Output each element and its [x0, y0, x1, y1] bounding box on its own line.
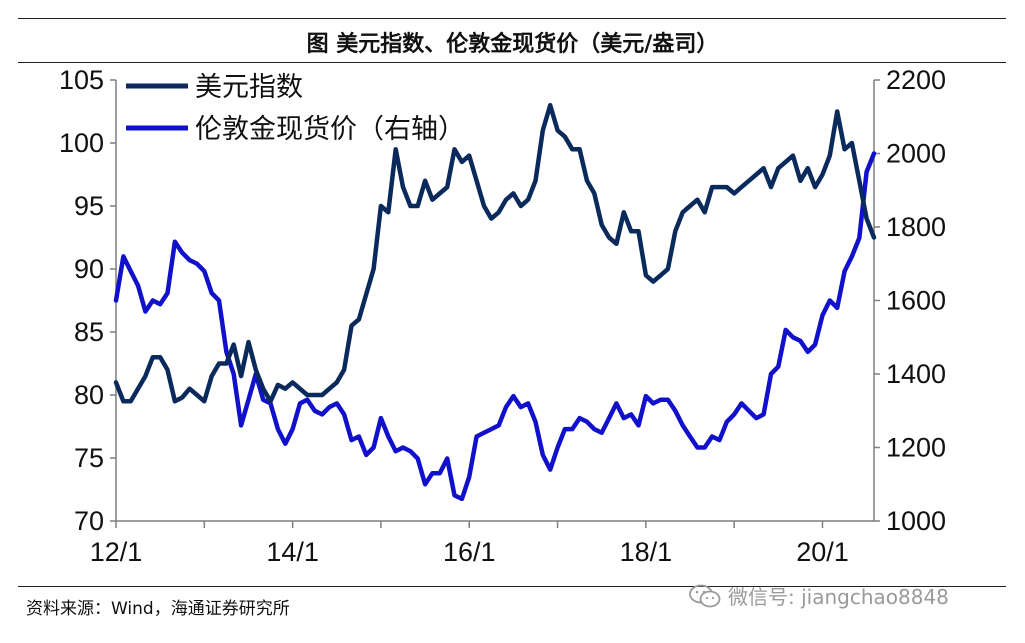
series-line-gold — [113, 151, 877, 502]
bottom-rule — [18, 586, 1006, 587]
y-left-tick-label: 85 — [74, 317, 104, 347]
x-tick-label: 14/1 — [266, 537, 319, 567]
y-left-tick-label: 70 — [74, 506, 104, 536]
y-left-tick-label: 100 — [59, 128, 104, 158]
x-tick-label: 16/1 — [443, 537, 496, 567]
series-line-dxy — [113, 102, 877, 404]
y-right-tick-label: 1200 — [886, 433, 946, 463]
legend-label-gold: 伦敦金现货价（右轴） — [195, 114, 465, 145]
x-tick-label: 18/1 — [620, 537, 673, 567]
x-tick-label: 20/1 — [796, 537, 849, 567]
top-rule — [18, 18, 1006, 19]
watermark: 微信号: jiangchao8848 — [688, 581, 949, 610]
y-right-tick-label: 2200 — [886, 65, 946, 95]
y-right-tick-label: 1400 — [886, 359, 946, 389]
x-tick-label: 12/1 — [90, 537, 143, 567]
y-right-tick-label: 1600 — [886, 286, 946, 316]
y-left-tick-label: 90 — [74, 254, 104, 284]
legend-label-dxy: 美元指数 — [195, 72, 303, 103]
y-left-tick-label: 95 — [74, 191, 104, 221]
y-left-tick-label: 105 — [59, 65, 104, 95]
y-right-tick-label: 1000 — [886, 506, 946, 536]
figure-title: 图 美元指数、伦敦金现货价（美元/盎司） — [306, 32, 719, 57]
source-note: 资料来源：Wind，海通证券研究所 — [26, 599, 290, 619]
title-rule — [18, 62, 1006, 63]
y-right-tick-label: 1800 — [886, 212, 946, 242]
y-left-tick-label: 75 — [74, 443, 104, 473]
watermark-text: 微信号: jiangchao8848 — [728, 585, 949, 609]
y-left-tick-label: 80 — [74, 380, 104, 410]
y-right-tick-label: 2000 — [886, 139, 946, 169]
wechat-icon — [689, 584, 721, 607]
